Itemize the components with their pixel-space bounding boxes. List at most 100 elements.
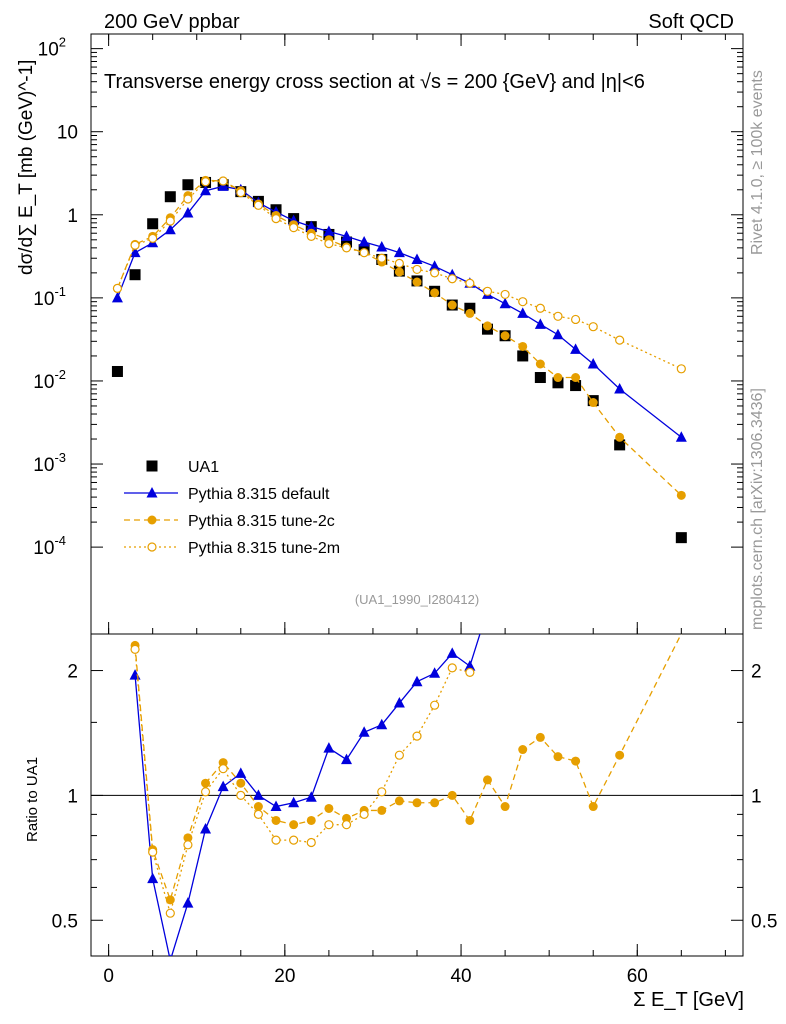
y-tick-label: 102	[38, 35, 66, 61]
data-point-pythia-8-315-tune-2m	[676, 364, 686, 374]
data-point-pythia-8-315-tune-2m	[183, 194, 193, 204]
x-tick-label: 40	[450, 966, 471, 987]
y-tick-label: 10-4	[33, 533, 66, 559]
data-point-ua1	[341, 236, 353, 248]
data-point-pythia-8-315-tune-2m	[271, 213, 281, 224]
ratio-point-pythia-8-315-tune-2m	[130, 644, 140, 654]
ratio-point-pythia-8-315-tune-2c	[465, 815, 475, 825]
ratio-point-pythia-8-315-default	[182, 897, 194, 908]
data-point-pythia-8-315-default	[341, 230, 353, 241]
data-point-pythia-8-315-default	[182, 207, 194, 218]
data-point-pythia-8-315-tune-2m	[535, 303, 545, 313]
data-point-pythia-8-315-tune-2m	[430, 268, 440, 278]
ratio-point-pythia-8-315-default	[393, 697, 405, 708]
data-point-pythia-8-315-default	[376, 240, 388, 252]
ratio-point-pythia-8-315-tune-2m	[236, 790, 246, 801]
ratio-point-pythia-8-315-tune-2m	[465, 667, 475, 677]
ratio-point-pythia-8-315-tune-2m	[341, 820, 352, 830]
main-series-group	[111, 175, 687, 544]
legend-entry-pythia-8-315-tune-2m: Pythia 8.315 tune-2m	[124, 540, 340, 557]
ratio-point-pythia-8-315-tune-2m	[377, 787, 387, 797]
ratio-point-pythia-8-315-tune-2c	[394, 796, 404, 806]
ratio-point-pythia-8-315-default	[252, 789, 264, 800]
data-point-pythia-8-315-tune-2m	[341, 243, 352, 253]
data-point-pythia-8-315-tune-2m	[218, 176, 228, 186]
data-point-pythia-8-315-tune-2c	[518, 341, 528, 351]
data-point-pythia-8-315-default	[111, 291, 123, 303]
y-tick-label: 10-2	[33, 367, 66, 393]
data-point-pythia-8-315-tune-2m	[447, 274, 457, 284]
legend-marker	[147, 515, 157, 525]
data-point-pythia-8-315-default	[614, 383, 626, 394]
ratio-point-pythia-8-315-tune-2m	[306, 837, 316, 848]
data-point-pythia-8-315-tune-2m	[465, 278, 475, 288]
ratio-axis-ticks: 0.5 0.51 12 20 20 40 60	[52, 662, 778, 987]
legend-entry-ua1: UA1	[146, 459, 219, 476]
data-point-pythia-8-315-tune-2c	[571, 373, 581, 383]
ratio-point-pythia-8-315-tune-2m	[165, 908, 175, 918]
ratio-point-pythia-8-315-tune-2m	[430, 700, 440, 710]
ratio-point-pythia-8-315-tune-2m	[324, 820, 334, 830]
ratio-point-pythia-8-315-tune-2c	[686, 612, 695, 621]
ratio-point-pythia-8-315-default	[235, 767, 247, 778]
ratio-point-pythia-8-315-tune-2m	[412, 731, 422, 741]
ratio-point-pythia-8-315-tune-2c	[553, 752, 563, 762]
data-point-pythia-8-315-tune-2c	[676, 490, 686, 500]
data-point-pythia-8-315-tune-2m	[200, 177, 211, 187]
y-tick-label: 1	[67, 206, 78, 227]
data-point-pythia-8-315-tune-2m	[112, 283, 123, 294]
ratio-panel: 0.5 0.51 12 20 20 40 60 Ratio to UA1 Σ E_T [Ge…	[24, 612, 778, 1011]
legend-label: Pythia 8.315 tune-2m	[188, 540, 340, 557]
ratio-point-pythia-8-315-tune-2c	[482, 775, 492, 785]
data-point-pythia-8-315-default	[164, 223, 176, 235]
data-point-ua1	[464, 302, 476, 314]
ratio-point-pythia-8-315-tune-2m	[271, 835, 281, 845]
ratio-point-pythia-8-315-default	[411, 675, 423, 687]
ratio-point-pythia-8-315-default	[464, 660, 476, 671]
ratio-point-pythia-8-315-default	[288, 796, 300, 808]
data-point-pythia-8-315-tune-2m	[412, 264, 422, 275]
data-point-pythia-8-315-default	[411, 253, 423, 264]
ratio-point-pythia-8-315-tune-2m	[218, 764, 228, 774]
ratio-line-pythia-8-315-tune-2m	[134, 649, 471, 916]
ratio-point-pythia-8-315-default	[358, 726, 370, 737]
data-point-pythia-8-315-tune-2m	[394, 258, 404, 268]
data-point-pythia-8-315-tune-2c	[615, 432, 625, 442]
ratio-point-pythia-8-315-tune-2c	[588, 802, 598, 812]
data-point-pythia-8-315-default	[429, 260, 441, 271]
legend-marker	[147, 542, 157, 552]
ratio-point-pythia-8-315-tune-2c	[535, 732, 545, 742]
data-point-pythia-8-315-tune-2m	[570, 314, 581, 325]
data-point-pythia-8-315-tune-2m	[324, 239, 334, 249]
ratio-point-pythia-8-315-tune-2c	[165, 895, 175, 905]
data-point-pythia-8-315-tune-2m	[130, 240, 140, 250]
data-point-pythia-8-315-tune-2m	[306, 231, 316, 241]
data-point-ua1	[517, 350, 529, 362]
x-axis-label: Σ E_T [GeV]	[633, 989, 744, 1011]
data-point-pythia-8-315-default	[552, 328, 564, 340]
y-tick-label: 10-1	[33, 284, 66, 310]
data-point-pythia-8-315-default	[323, 225, 335, 236]
data-point-ua1	[129, 269, 141, 281]
data-point-pythia-8-315-tune-2m	[289, 223, 299, 233]
data-point-ua1	[182, 179, 194, 191]
ratio-line-pythia-8-315-tune-2c	[134, 634, 682, 902]
data-point-ua1	[164, 191, 176, 203]
ratio-point-pythia-8-315-tune-2c	[430, 798, 440, 808]
data-point-ua1	[614, 439, 626, 451]
ratio-point-pythia-8-315-tune-2c	[289, 820, 299, 830]
ratio-point-pythia-8-315-tune-2c	[324, 803, 334, 813]
data-point-ua1	[570, 380, 582, 392]
ratio-y-tick-label: 2	[67, 662, 78, 683]
data-point-pythia-8-315-tune-2c	[412, 277, 422, 287]
data-point-ua1	[111, 365, 123, 377]
ratio-point-pythia-8-315-tune-2c	[412, 798, 422, 808]
data-point-pythia-8-315-default	[499, 297, 511, 309]
ratio-point-pythia-8-315-default	[147, 872, 159, 884]
ratio-point-pythia-8-315-tune-2m	[359, 809, 369, 819]
main-y-axis-label: dσ/d∑ E_T [mb (GeV)^-1]	[16, 60, 37, 275]
ratio-line-pythia-8-315-default	[134, 634, 481, 956]
data-point-ua1	[675, 532, 687, 544]
ratio-point-pythia-8-315-default	[217, 780, 229, 792]
